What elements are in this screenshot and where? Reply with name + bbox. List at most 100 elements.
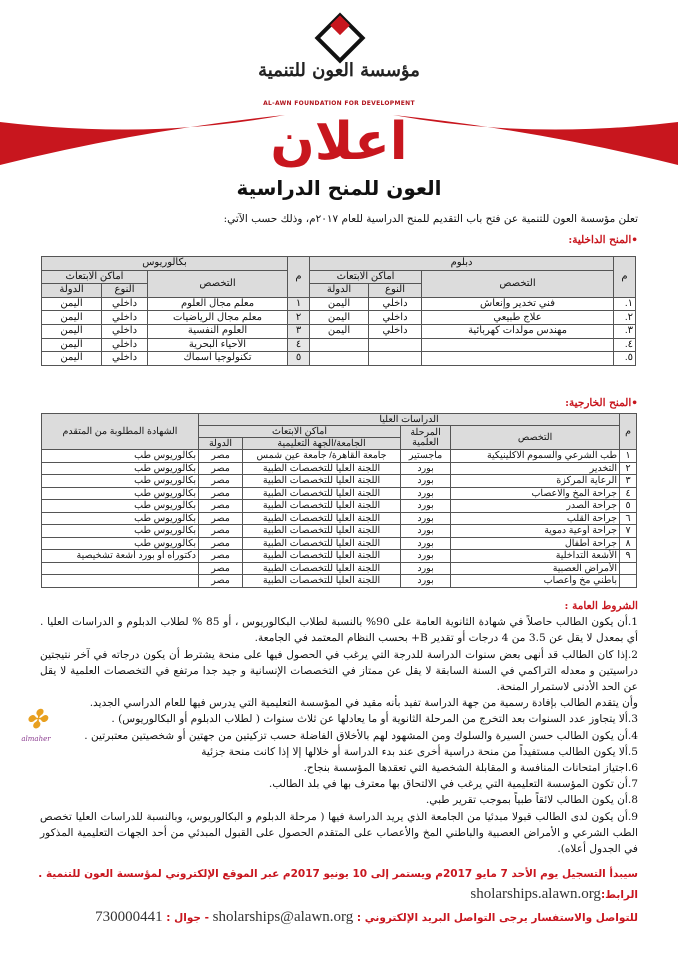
table-cell: الأشعة التداخلية bbox=[450, 549, 621, 563]
table-cell: ٢ bbox=[287, 310, 311, 325]
email-link[interactable]: sholarships@alawn.org bbox=[212, 909, 354, 925]
table-cell: بورد bbox=[400, 486, 452, 500]
table-row: ١ طب الشرعي والسموم الاكلينيكية ماجستير جام… bbox=[41, 449, 638, 463]
table-cell: مصر bbox=[197, 524, 244, 538]
table-cell: اليمن bbox=[309, 296, 370, 312]
table-cell: داخلي bbox=[101, 337, 149, 353]
table-cell: اللجنة العليا للتخصصات الطبية bbox=[242, 511, 402, 525]
table-cell bbox=[421, 337, 615, 353]
table-cell bbox=[368, 351, 423, 366]
condition-item: 7.أن تكون المؤسسة التعليمية التي يرغب في… bbox=[268, 778, 638, 791]
table-cell: بورد bbox=[400, 474, 452, 488]
table-cell: معلم مجال العلوم bbox=[147, 296, 289, 312]
table-cell: ١ bbox=[619, 449, 638, 463]
table-cell: باطني مخ وأعصاب bbox=[450, 574, 621, 588]
table-cell: اللجنة العليا للتخصصات الطبية bbox=[242, 536, 402, 550]
table-cell: مصر bbox=[197, 561, 244, 575]
table-cell bbox=[619, 561, 638, 575]
table-cell: جراحة الصدر bbox=[450, 499, 621, 513]
table-cell: داخلي bbox=[101, 323, 149, 339]
website-link[interactable]: sholarships.alawn.org bbox=[470, 886, 601, 902]
table-cell: بكالوريوس طب bbox=[41, 449, 199, 463]
table-cell: بكالوريوس طب bbox=[41, 536, 199, 550]
table-cell: مصر bbox=[197, 549, 244, 563]
table-cell: اليمن bbox=[40, 351, 103, 366]
table-cell bbox=[41, 574, 199, 588]
table-row: ٤ جراحة المخ والاعصاب بورد اللجنة العليا لل… bbox=[41, 486, 638, 500]
table-cell: مصر bbox=[197, 499, 244, 513]
table-row: باطني مخ وأعصاب بورد اللجنة العليا للتخصصا… bbox=[41, 574, 638, 588]
table-cell: مصر bbox=[197, 461, 244, 475]
table-cell: ٣. bbox=[613, 323, 637, 339]
table-cell: مصر bbox=[197, 449, 244, 463]
table-cell: بورد bbox=[400, 524, 452, 538]
table-cell: طب الشرعي والسموم الاكلينيكية bbox=[450, 449, 621, 463]
condition-item: 8.أن يكون الطالب لائقاً طبياً بموجب تقري… bbox=[425, 794, 638, 807]
domestic-scholarships-table: م دبلوم م بكالوريوس التخصص أماكن الابتعا… bbox=[40, 256, 637, 366]
table-cell: ٩ bbox=[619, 549, 638, 563]
table-row: ٩ الأشعة التداخلية بورد اللجنة العليا للتخص… bbox=[41, 549, 638, 563]
condition-item: 3.ألا يتجاوز عدد السنوات بعد التخرج من ا… bbox=[111, 713, 638, 726]
table-cell: اليمن bbox=[309, 310, 370, 325]
table-cell: اللجنة العليا للتخصصات الطبية bbox=[242, 461, 402, 475]
table-cell: اللجنة العليا للتخصصات الطبية bbox=[242, 574, 402, 588]
table-cell: ٤. bbox=[613, 337, 637, 353]
table-row: ١. فني تخدير وإنعاش داخلي اليمن ١ معلم مجال ا… bbox=[40, 296, 637, 312]
table-row: ٦ جراحة القلب بورد اللجنة العليا للتخصصات ا… bbox=[41, 511, 638, 525]
table-cell: ١. bbox=[613, 296, 637, 312]
link-line: الرابط:sholarships.alawn.org bbox=[470, 886, 638, 902]
phone-number: 730000441 bbox=[95, 909, 163, 925]
table-cell: جراحة القلب bbox=[450, 511, 621, 525]
table-cell: مصر bbox=[197, 574, 244, 588]
table-cell bbox=[619, 574, 638, 588]
table-cell: بورد bbox=[400, 561, 452, 575]
table-cell: بورد bbox=[400, 499, 452, 513]
table-cell bbox=[309, 337, 370, 353]
registration-note: سيبدأ التسجيل يوم الأحد 7 مايو 2017م ويس… bbox=[38, 868, 638, 880]
org-name-en: AL-AWN FOUNDATION FOR DEVELOPMENT bbox=[263, 100, 415, 107]
table-row: ٨ جراحة أطفال بورد اللجنة العليا للتخصصات ا… bbox=[41, 536, 638, 550]
table-row: ٥ جراحة الصدر بورد اللجنة العليا للتخصصات ا… bbox=[41, 499, 638, 513]
contact-line: للتواصل والاستفسار يرجى التواصل البريد ا… bbox=[95, 909, 638, 925]
condition-item: 6.اجتياز امتحانات المنافسة و المقابلة ال… bbox=[303, 762, 638, 775]
table-cell: بورد bbox=[400, 461, 452, 475]
table-cell: بكالوريوس طب bbox=[41, 511, 199, 525]
table-cell: العلوم النفسية bbox=[147, 323, 289, 339]
table-cell: الأحياء البحرية bbox=[147, 337, 289, 353]
table-cell: اللجنة العليا للتخصصات الطبية bbox=[242, 549, 402, 563]
table-cell: ماجستير bbox=[400, 449, 452, 463]
table-cell: مصر bbox=[197, 511, 244, 525]
table-cell: ٦ bbox=[619, 511, 638, 525]
table-cell: معلم مجال الرياضيات bbox=[147, 310, 289, 325]
conditions-heading: الشروط العامة : bbox=[564, 600, 638, 612]
table-row: ٤. ٤ الأحياء البحرية داخلي اليمن bbox=[40, 337, 637, 353]
table-cell: داخلي bbox=[101, 296, 149, 312]
table-cell: اليمن bbox=[309, 323, 370, 339]
table-cell: اليمن bbox=[40, 296, 103, 312]
table-row: الأمراض العصبية بورد اللجنة العليا للتخصصا… bbox=[41, 561, 638, 575]
table-cell: داخلي bbox=[368, 310, 423, 325]
table-cell: بورد bbox=[400, 549, 452, 563]
general-conditions: الشروط العامة : 1.أن يكون الطالب حاصلاً … bbox=[40, 598, 638, 857]
almaher-logo: ✤ almaher bbox=[16, 705, 56, 743]
table-cell bbox=[41, 561, 199, 575]
table-cell: التخدير bbox=[450, 461, 621, 475]
table-cell: اللجنة العليا للتخصصات الطبية bbox=[242, 524, 402, 538]
page-title: اعلان bbox=[270, 112, 408, 172]
condition-item: 9.أن يكون لدى الطالب قبولا مبدئيا من الج… bbox=[40, 810, 638, 856]
table-cell: بورد bbox=[400, 574, 452, 588]
table-row: ٣ الرعاية المركزة بورد اللجنة العليا للتخصص… bbox=[41, 474, 638, 488]
table-cell: بكالوريوس طب bbox=[41, 524, 199, 538]
table-cell: جامعة القاهرة/ جامعة عين شمس bbox=[242, 449, 402, 463]
table-cell: الأمراض العصبية bbox=[450, 561, 621, 575]
intro-text: تعلن مؤسسة العون للتنمية عن فتح باب التق… bbox=[223, 213, 638, 225]
condition-item: 5.ألا يكون الطالب مستفيداً من منحة دراسي… bbox=[201, 745, 638, 758]
domestic-heading: •المنح الداخلية: bbox=[568, 234, 638, 246]
table-cell: مصر bbox=[197, 536, 244, 550]
table-cell: ٧ bbox=[619, 524, 638, 538]
table-cell: فني تخدير وإنعاش bbox=[421, 296, 615, 312]
table-cell: جراحة أوعية دموية bbox=[450, 524, 621, 538]
table-cell: مصر bbox=[197, 486, 244, 500]
red-ribbon bbox=[0, 115, 678, 165]
table-cell: بكالوريوس طب bbox=[41, 461, 199, 475]
